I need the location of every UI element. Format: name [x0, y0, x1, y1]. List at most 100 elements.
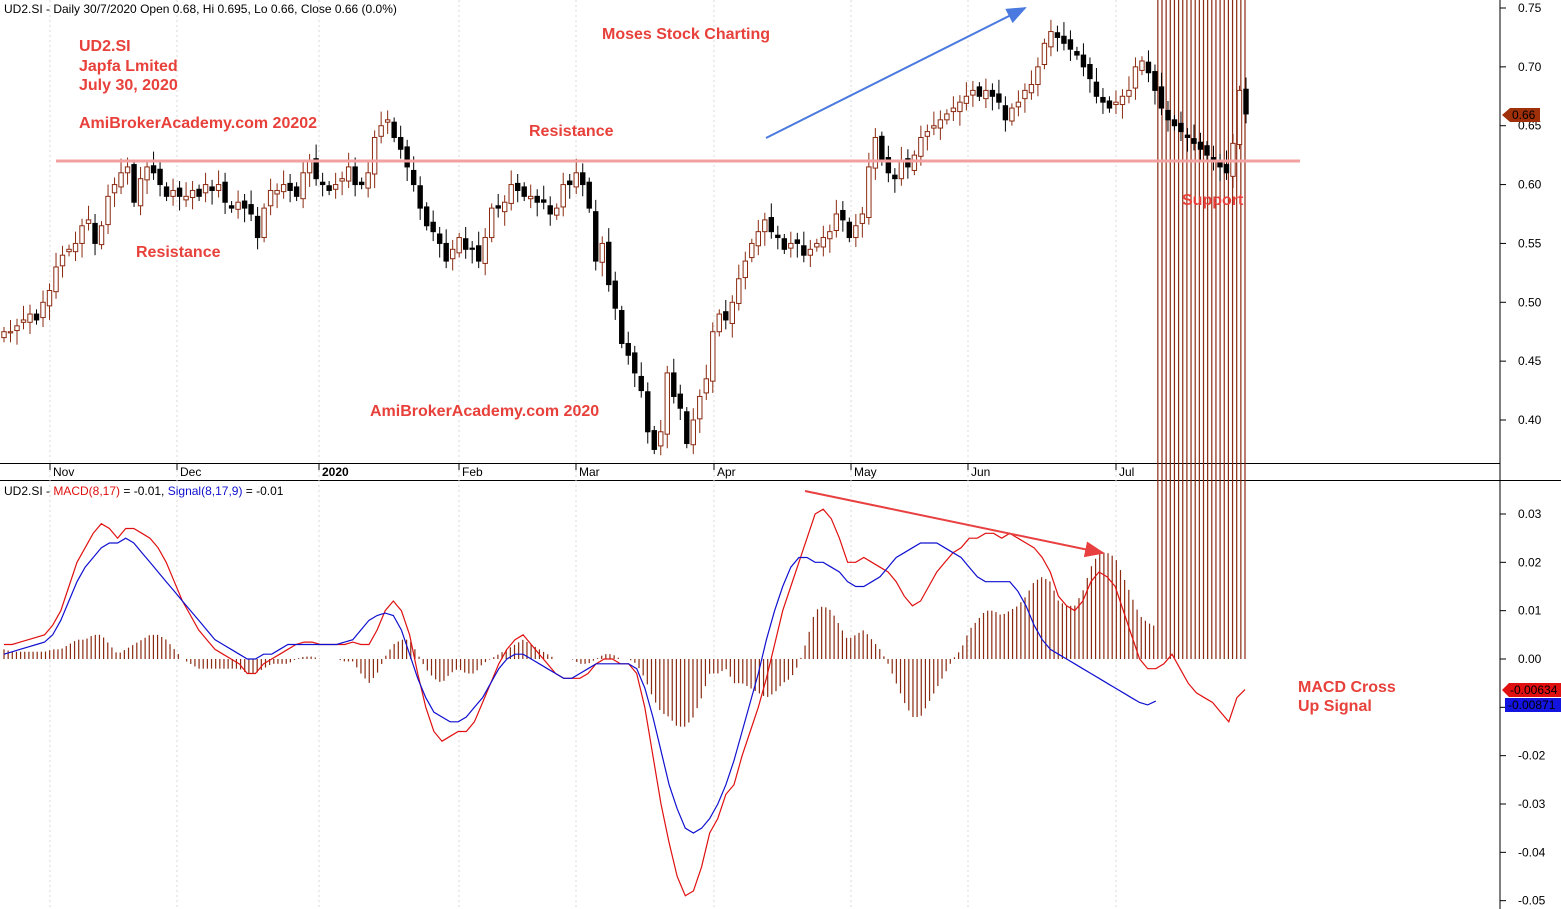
candle [573, 158, 579, 194]
candle [235, 190, 241, 219]
macd-pane-header: UD2.SI - MACD(8,17) = -0.01, Signal(8,17… [4, 484, 284, 498]
macd-value-badge-text: -0.00634 [1510, 683, 1558, 697]
x-tick-label: Jul [1119, 465, 1134, 479]
candle [788, 231, 794, 258]
y-tick-label: 0.65 [1518, 119, 1542, 133]
candle [137, 166, 144, 216]
candle [1132, 57, 1139, 100]
candle [684, 407, 690, 449]
candle [196, 184, 202, 202]
candle [898, 146, 905, 186]
candle [157, 159, 163, 197]
candle [313, 144, 319, 186]
candle [1223, 150, 1230, 180]
y-tick-label: 0.50 [1518, 295, 1542, 309]
candle [417, 176, 423, 220]
candle [755, 219, 762, 256]
candle [1100, 88, 1106, 114]
candle [261, 203, 267, 243]
resistance-label-top: Resistance [529, 123, 614, 140]
chart-title-line-3: July 30, 2020 [79, 77, 178, 94]
candle [664, 365, 670, 449]
signal-value-badge: -0.00871 [1505, 698, 1561, 712]
candle [768, 203, 775, 239]
candle [391, 117, 397, 143]
macd-y-tick-label: 0.03 [1518, 507, 1542, 521]
candle [1035, 57, 1041, 97]
candle [619, 305, 625, 349]
candle [215, 170, 222, 198]
macd-header-prefix: UD2.SI - [4, 484, 53, 498]
candle [996, 79, 1002, 110]
candle [515, 173, 521, 203]
macd-y-tick-label: 0.01 [1518, 604, 1542, 618]
watermark-bottom: AmiBrokerAcademy.com 2020 [370, 403, 599, 420]
candle [1165, 100, 1171, 132]
chart-title-line-2: Japfa Lmited [79, 58, 178, 75]
resistance-label-left: Resistance [136, 244, 221, 261]
candle [937, 110, 944, 140]
candle [651, 425, 657, 455]
candle [1158, 72, 1165, 116]
candle [371, 130, 378, 189]
candle [267, 178, 274, 216]
candle [1126, 76, 1132, 104]
candle [944, 109, 950, 125]
candle [807, 239, 814, 267]
candle [20, 305, 27, 330]
candle [1184, 128, 1191, 152]
signal-value-badge-text: -0.00871 [1508, 698, 1556, 712]
macd-y-tick-label: -0.05 [1518, 894, 1546, 908]
candle [827, 224, 833, 253]
candle [300, 161, 306, 209]
macd-header-suffix: = -0.01 [242, 484, 283, 498]
candle [560, 172, 566, 217]
candle [846, 217, 853, 243]
candle [872, 128, 879, 180]
candle [710, 322, 716, 393]
candle [508, 170, 514, 211]
candle [801, 231, 807, 263]
y-tick-label: 0.70 [1518, 60, 1542, 74]
macd-y-tick-label: -0.03 [1518, 797, 1546, 811]
candle [430, 210, 436, 242]
candle [469, 241, 475, 264]
candle [1061, 22, 1067, 51]
candle [1002, 96, 1009, 132]
candle [612, 271, 618, 320]
candle [606, 228, 612, 292]
candle [352, 157, 358, 197]
candle [1197, 132, 1204, 162]
candle [326, 181, 332, 196]
candle [625, 331, 631, 365]
candle [638, 362, 644, 398]
signal-line [3, 537, 1157, 834]
candle [293, 182, 300, 202]
candle [397, 125, 404, 159]
y-tick-label: 0.75 [1518, 1, 1542, 15]
candle [254, 206, 261, 250]
candle [1152, 64, 1158, 105]
candle [339, 171, 345, 196]
candle [98, 221, 105, 250]
candle [950, 96, 957, 122]
candle [989, 83, 996, 111]
candle [189, 181, 196, 210]
current-price-badge-text: 0.66 [1512, 108, 1536, 122]
candle [853, 214, 859, 247]
uptrend-arrow [765, 7, 1027, 139]
candle [1009, 103, 1015, 126]
candle [241, 193, 248, 223]
candle [593, 199, 599, 271]
candle [547, 196, 553, 226]
macd-histogram [3, 0, 1246, 727]
candle [892, 168, 898, 193]
candle [976, 82, 983, 101]
macd-downtrend-arrow [804, 490, 1105, 558]
candle [183, 182, 189, 207]
x-tick-label: Dec [180, 465, 201, 479]
candle [521, 182, 527, 202]
candle [1178, 111, 1184, 142]
candle [814, 238, 820, 252]
